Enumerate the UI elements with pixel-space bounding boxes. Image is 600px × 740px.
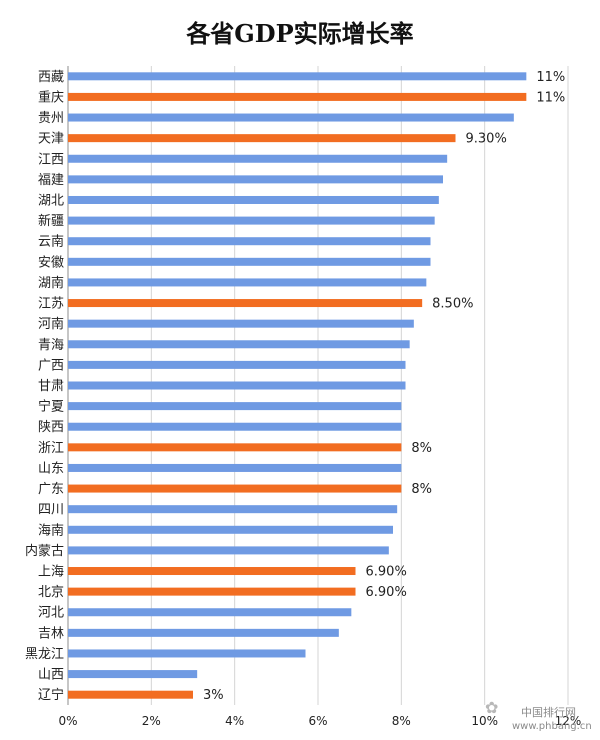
data-label: 11% — [536, 70, 565, 85]
y-tick-label: 上海 — [38, 565, 64, 580]
bar — [68, 525, 393, 534]
y-tick-label: 安徽 — [38, 255, 64, 270]
x-tick-label: 10% — [471, 714, 498, 728]
y-tick-label: 河南 — [38, 316, 64, 332]
y-tick-label: 辽宁 — [38, 687, 64, 703]
data-label: 8% — [411, 441, 432, 456]
y-tick-label: 陕西 — [38, 420, 64, 435]
y-tick-label: 内蒙古 — [25, 543, 64, 559]
bar — [68, 690, 193, 699]
bar — [68, 340, 410, 349]
y-tick-label: 山东 — [38, 461, 64, 476]
bar — [68, 649, 306, 658]
bar — [68, 195, 439, 204]
bar — [68, 113, 514, 122]
data-label: 8% — [411, 482, 432, 497]
bar — [68, 628, 339, 637]
y-tick-label: 广东 — [38, 482, 64, 497]
x-tick-label: 2% — [142, 714, 161, 728]
bar — [68, 567, 356, 576]
data-label: 6.90% — [366, 565, 407, 580]
bar — [68, 360, 406, 369]
x-tick-label: 8% — [392, 714, 411, 728]
y-tick-label: 宁夏 — [38, 399, 64, 415]
x-tick-label: 12% — [555, 714, 582, 728]
bar — [68, 299, 423, 308]
y-tick-label: 贵州 — [38, 111, 64, 126]
data-label: 9.30% — [466, 132, 507, 147]
data-label: 11% — [536, 90, 565, 105]
data-label: 3% — [203, 688, 224, 703]
y-tick-label: 广西 — [38, 358, 64, 373]
watermark-url: www.phbang.cn — [512, 721, 592, 732]
bar — [68, 154, 448, 163]
y-tick-label: 青海 — [38, 338, 64, 353]
y-tick-label: 四川 — [38, 503, 64, 518]
bar — [68, 608, 352, 617]
y-tick-label: 浙江 — [38, 441, 64, 456]
bar — [68, 587, 356, 596]
y-tick-label: 福建 — [38, 173, 64, 188]
bar — [68, 216, 435, 225]
bar — [68, 484, 402, 493]
y-tick-label: 湖南 — [38, 275, 64, 291]
bar — [68, 257, 431, 266]
bar — [68, 92, 527, 101]
x-tick-label: 0% — [58, 714, 77, 728]
y-tick-label: 海南 — [38, 522, 64, 538]
y-tick-label: 河北 — [38, 606, 64, 621]
watermark-site-name: 中国排行网 — [521, 706, 576, 719]
y-tick-label: 重庆 — [38, 89, 64, 105]
bar — [68, 505, 398, 514]
y-tick-label: 云南 — [38, 234, 64, 250]
bar — [68, 381, 406, 390]
data-label: 8.50% — [432, 297, 473, 312]
data-label: 6.90% — [366, 585, 407, 600]
y-tick-label: 西藏 — [38, 70, 64, 85]
y-tick-label: 江苏 — [38, 296, 64, 312]
x-tick-label: 6% — [308, 714, 327, 728]
bar — [68, 463, 402, 472]
bar — [68, 72, 527, 81]
watermark-logo-icon: ✿ — [485, 698, 499, 717]
bar — [68, 670, 198, 679]
y-tick-label: 湖北 — [38, 193, 64, 208]
y-tick-label: 吉林 — [38, 626, 64, 641]
y-tick-label: 北京 — [38, 585, 64, 600]
bar — [68, 402, 402, 411]
y-tick-label: 新疆 — [38, 213, 64, 229]
bar — [68, 546, 389, 555]
bar — [68, 319, 414, 328]
x-tick-label: 4% — [225, 714, 244, 728]
y-tick-label: 山西 — [38, 668, 64, 683]
bar — [68, 134, 456, 143]
bar — [68, 422, 402, 431]
bar — [68, 237, 431, 246]
chart-title: 各省GDP实际增长率 — [186, 19, 414, 48]
bar — [68, 443, 402, 452]
y-tick-label: 天津 — [38, 132, 64, 147]
y-tick-label: 甘肃 — [38, 379, 64, 394]
bar — [68, 175, 443, 184]
bar — [68, 278, 427, 287]
y-tick-label: 江西 — [38, 152, 64, 167]
y-tick-label: 黑龙江 — [25, 647, 64, 662]
